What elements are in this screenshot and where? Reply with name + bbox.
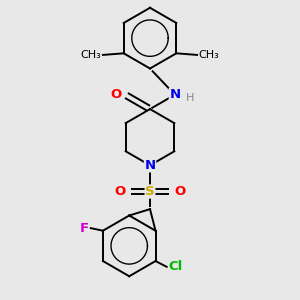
Text: N: N	[144, 159, 156, 172]
Text: F: F	[80, 222, 89, 235]
Text: O: O	[110, 88, 121, 101]
Text: H: H	[186, 93, 194, 103]
Text: S: S	[145, 185, 155, 198]
Text: Cl: Cl	[168, 260, 182, 273]
Text: O: O	[114, 185, 125, 198]
Text: CH₃: CH₃	[81, 50, 101, 60]
Text: N: N	[169, 88, 181, 101]
Text: CH₃: CH₃	[199, 50, 219, 60]
Text: O: O	[175, 185, 186, 198]
